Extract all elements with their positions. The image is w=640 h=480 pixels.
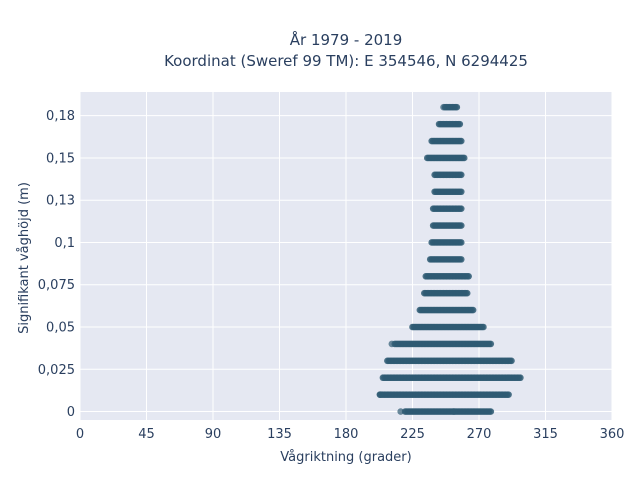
chart-title-line-2: Koordinat (Sweref 99 TM): E 354546, N 62… <box>164 52 528 70</box>
data-points <box>376 103 524 415</box>
data-point <box>397 408 404 415</box>
data-point <box>457 205 465 212</box>
y-tick-label: 0,13 <box>46 194 75 209</box>
y-tick-label: 0,05 <box>46 321 75 336</box>
data-point <box>456 120 464 128</box>
y-tick-label: 0,025 <box>38 363 75 378</box>
data-point <box>457 137 465 145</box>
data-point <box>463 289 471 297</box>
y-tick-label: 0,1 <box>54 236 75 251</box>
y-tick-label: 0,18 <box>46 109 75 124</box>
data-point <box>487 340 495 348</box>
data-point <box>457 222 465 229</box>
data-point <box>505 391 512 398</box>
x-axis-title: Vågriktning (grader) <box>280 450 411 465</box>
y-tick-label: 0,075 <box>38 278 75 293</box>
x-tick-label: 0 <box>76 427 84 442</box>
data-point <box>460 154 468 162</box>
data-point <box>457 239 465 246</box>
x-tick-label: 315 <box>533 427 558 442</box>
data-point <box>440 103 447 111</box>
data-point <box>465 272 472 280</box>
grid-lines <box>79 92 613 420</box>
y-tick-label: 0 <box>67 405 75 420</box>
data-point <box>487 408 495 415</box>
data-point <box>469 306 477 314</box>
data-point <box>376 391 384 398</box>
x-axis-ticks: 0 45 90 135 180 225 270 315 360 <box>76 427 625 442</box>
x-tick-label: 225 <box>400 427 425 442</box>
y-axis-title: Signifikant våghöjd (m) <box>17 182 32 334</box>
x-tick-label: 90 <box>205 427 222 442</box>
data-point <box>457 256 465 263</box>
x-tick-label: 360 <box>600 427 625 442</box>
x-tick-label: 180 <box>334 427 359 442</box>
data-point <box>457 188 465 196</box>
data-point <box>457 171 465 179</box>
x-tick-label: 270 <box>467 427 492 442</box>
y-tick-label: 0,15 <box>46 151 75 166</box>
data-point <box>388 340 396 348</box>
data-point <box>517 374 524 382</box>
y-axis-ticks: 0 0,025 0,05 0,075 0,1 0,13 0,15 0,18 <box>38 109 75 420</box>
x-tick-label: 135 <box>267 427 292 442</box>
x-tick-label: 45 <box>138 427 155 442</box>
data-point <box>450 408 458 415</box>
chart-title-line-1: År 1979 - 2019 <box>290 30 403 49</box>
data-point <box>508 357 515 365</box>
data-point <box>480 323 487 331</box>
data-point <box>453 103 461 111</box>
